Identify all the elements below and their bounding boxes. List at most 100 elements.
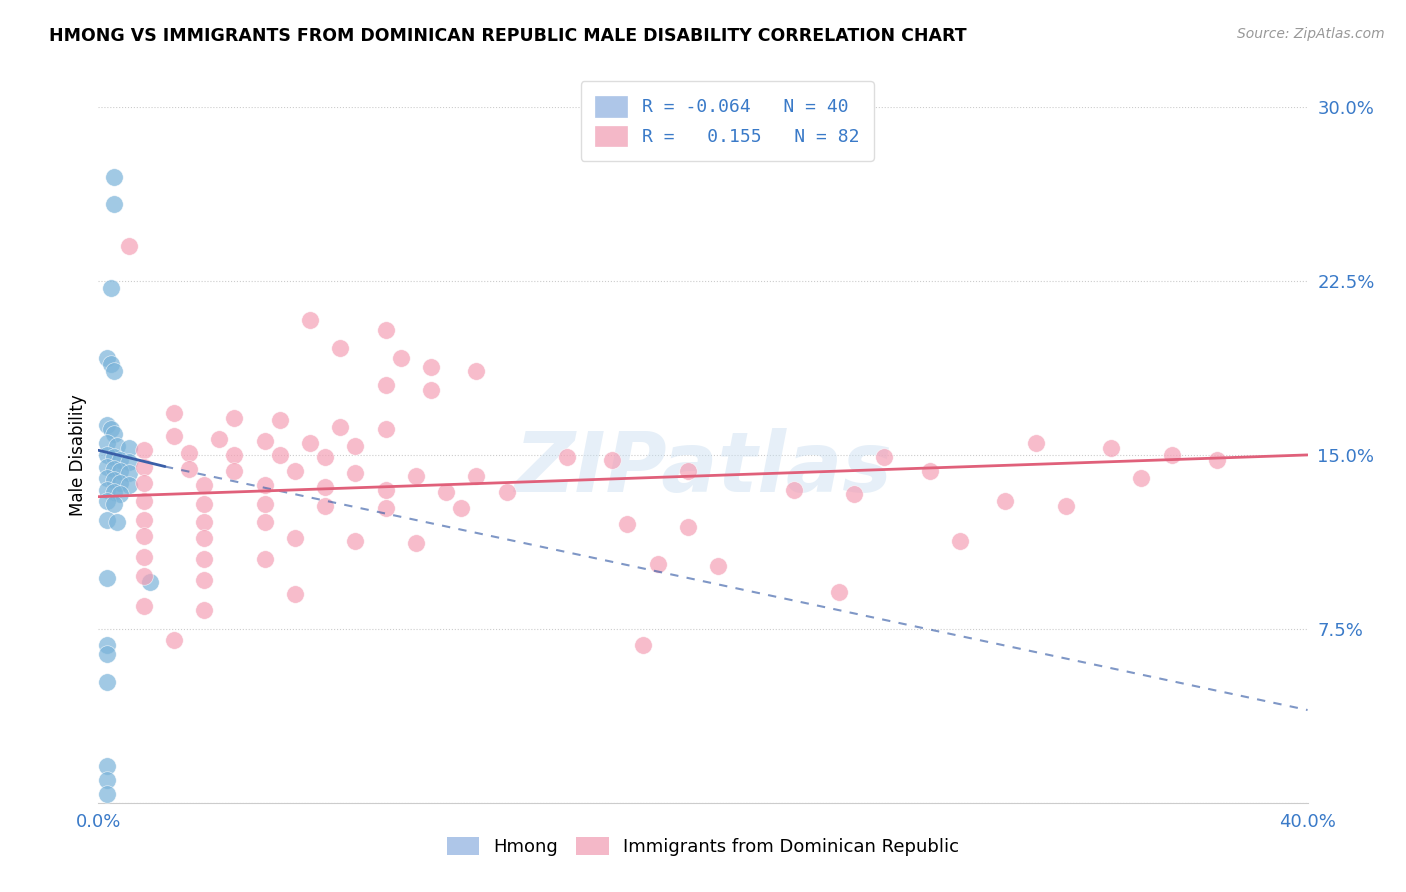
Point	[132, 443, 155, 458]
Point	[555, 450, 578, 465]
Point	[179, 462, 201, 476]
Point	[96, 436, 118, 450]
Point	[96, 494, 118, 508]
Point	[450, 501, 472, 516]
Point	[103, 197, 125, 211]
Point	[96, 638, 118, 652]
Point	[374, 323, 396, 337]
Point	[299, 436, 322, 450]
Point	[918, 464, 941, 478]
Point	[828, 584, 851, 599]
Point	[1054, 499, 1077, 513]
Point	[329, 420, 352, 434]
Text: Source: ZipAtlas.com: Source: ZipAtlas.com	[1237, 27, 1385, 41]
Point	[299, 313, 322, 327]
Point	[405, 468, 427, 483]
Point	[118, 455, 141, 469]
Point	[193, 478, 215, 492]
Point	[103, 462, 125, 476]
Point	[108, 452, 131, 467]
Point	[96, 459, 118, 474]
Point	[314, 480, 336, 494]
Point	[253, 515, 276, 529]
Point	[103, 497, 125, 511]
Point	[179, 445, 201, 459]
Point	[873, 450, 896, 465]
Point	[1024, 436, 1046, 450]
Point	[676, 464, 699, 478]
Point	[495, 485, 517, 500]
Point	[208, 432, 231, 446]
Point	[269, 448, 291, 462]
Point	[224, 410, 246, 425]
Point	[420, 359, 443, 374]
Point	[420, 383, 443, 397]
Point	[224, 448, 246, 462]
Text: HMONG VS IMMIGRANTS FROM DOMINICAN REPUBLIC MALE DISABILITY CORRELATION CHART: HMONG VS IMMIGRANTS FROM DOMINICAN REPUB…	[49, 27, 967, 45]
Point	[96, 448, 118, 462]
Point	[96, 513, 118, 527]
Point	[105, 515, 128, 529]
Point	[132, 513, 155, 527]
Point	[132, 459, 155, 474]
Y-axis label: Male Disability: Male Disability	[69, 394, 87, 516]
Point	[103, 450, 125, 465]
Point	[253, 497, 276, 511]
Point	[163, 633, 186, 648]
Point	[1099, 441, 1122, 455]
Point	[132, 475, 155, 490]
Point	[253, 478, 276, 492]
Point	[108, 464, 131, 478]
Point	[132, 494, 155, 508]
Point	[96, 571, 118, 585]
Point	[118, 467, 141, 481]
Point	[465, 468, 488, 483]
Point	[314, 450, 336, 465]
Point	[118, 478, 141, 492]
Point	[96, 648, 118, 662]
Point	[1160, 448, 1182, 462]
Point	[96, 417, 118, 432]
Point	[132, 568, 155, 582]
Point	[344, 533, 367, 548]
Point	[96, 772, 118, 787]
Point	[631, 638, 654, 652]
Point	[344, 439, 367, 453]
Point	[1206, 452, 1229, 467]
Point	[96, 758, 118, 772]
Point	[314, 499, 336, 513]
Point	[434, 485, 457, 500]
Point	[96, 787, 118, 801]
Point	[374, 501, 396, 516]
Point	[193, 515, 215, 529]
Point	[103, 427, 125, 442]
Point	[103, 169, 125, 184]
Point	[193, 532, 215, 546]
Point	[374, 483, 396, 497]
Point	[284, 464, 307, 478]
Point	[374, 378, 396, 392]
Point	[103, 364, 125, 378]
Point	[616, 517, 638, 532]
Point	[284, 587, 307, 601]
Point	[193, 552, 215, 566]
Point	[949, 533, 972, 548]
Point	[844, 487, 866, 501]
Point	[602, 452, 624, 467]
Point	[994, 494, 1017, 508]
Point	[269, 413, 291, 427]
Point	[132, 549, 155, 564]
Point	[465, 364, 488, 378]
Point	[100, 358, 122, 372]
Point	[224, 464, 246, 478]
Legend: R = -0.064   N = 40, R =   0.155   N = 82: R = -0.064 N = 40, R = 0.155 N = 82	[581, 81, 875, 161]
Point	[118, 441, 141, 455]
Point	[284, 532, 307, 546]
Point	[100, 422, 122, 436]
Point	[105, 439, 128, 453]
Point	[139, 575, 162, 590]
Point	[108, 475, 131, 490]
Point	[253, 434, 276, 448]
Point	[193, 603, 215, 617]
Text: ZIPatlas: ZIPatlas	[515, 428, 891, 509]
